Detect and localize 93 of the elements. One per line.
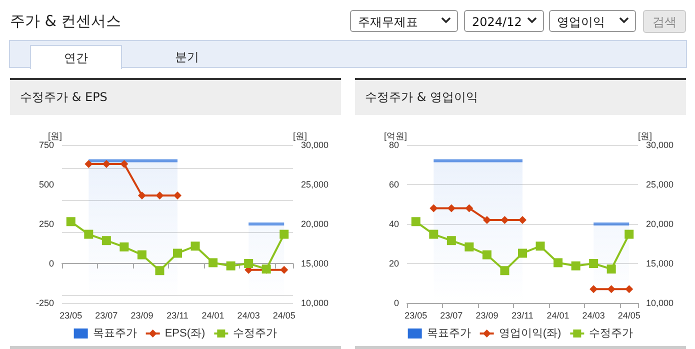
point bbox=[482, 250, 492, 260]
point bbox=[155, 266, 164, 276]
point bbox=[120, 242, 129, 252]
y-tick-label: 40 bbox=[388, 219, 399, 229]
x-tick-label: 24/05 bbox=[272, 310, 296, 320]
point bbox=[173, 248, 182, 258]
legend-label: EPS(좌) bbox=[164, 328, 206, 340]
point bbox=[606, 264, 616, 274]
y-axis-title: [억원] bbox=[384, 131, 407, 142]
x-tick-label: 23/05 bbox=[404, 310, 428, 320]
point bbox=[518, 248, 527, 258]
text: 영업이익 bbox=[549, 10, 636, 32]
x-tick-label: 24/03 bbox=[582, 310, 605, 320]
point bbox=[482, 216, 491, 224]
point bbox=[589, 259, 598, 268]
point bbox=[280, 266, 288, 274]
legend-label: 목표주가 bbox=[426, 328, 471, 340]
legend-label: 목표주가 bbox=[92, 328, 137, 340]
x-tick-label: 24/05 bbox=[618, 310, 640, 320]
point bbox=[571, 261, 580, 270]
point bbox=[536, 242, 545, 251]
point bbox=[464, 242, 474, 252]
point bbox=[625, 285, 634, 294]
point bbox=[500, 216, 509, 224]
y2-tick-label: 10,000 bbox=[301, 298, 329, 308]
point bbox=[607, 285, 616, 294]
y-tick-label: 60 bbox=[388, 180, 399, 190]
y2-tick-label: 30,000 bbox=[301, 140, 329, 150]
point bbox=[138, 192, 146, 200]
chart-title: 수정주가 & 영업이익 bbox=[355, 80, 686, 115]
x-tick-label: 23/09 bbox=[476, 310, 498, 320]
y-tick-label: 20 bbox=[388, 258, 399, 268]
text: 2024/12 bbox=[464, 10, 544, 32]
y-tick-label: 250 bbox=[38, 219, 54, 229]
point bbox=[190, 242, 200, 251]
y2-tick-label: 20,000 bbox=[646, 219, 674, 229]
y-tick-label: 80 bbox=[388, 140, 399, 150]
point bbox=[208, 258, 218, 268]
point bbox=[430, 204, 438, 212]
x-tick-label: 23/07 bbox=[95, 310, 118, 320]
point bbox=[66, 217, 76, 226]
legend-label: 영업이익(좌) bbox=[498, 328, 562, 340]
y2-tick-label: 25,000 bbox=[646, 180, 674, 190]
x-tick-label: 23/09 bbox=[130, 310, 154, 320]
y2-axis-title: [원] bbox=[293, 131, 308, 142]
point bbox=[590, 285, 598, 294]
point bbox=[447, 204, 456, 212]
point bbox=[446, 236, 456, 246]
text: 주재무제표 bbox=[350, 10, 458, 32]
y2-tick-label: 15,000 bbox=[301, 258, 329, 268]
point bbox=[226, 261, 236, 270]
text: 주가 & 컨센서스 bbox=[10, 12, 122, 31]
y2-tick-label: 15,000 bbox=[646, 258, 674, 268]
x-tick-label: 24/01 bbox=[546, 310, 570, 320]
y-axis-title: [원] bbox=[48, 131, 62, 142]
legend-label: 수정주가 bbox=[589, 328, 634, 340]
y-tick-label: 750 bbox=[38, 140, 54, 150]
point bbox=[102, 236, 111, 246]
y-tick-label: 0 bbox=[48, 258, 54, 268]
point bbox=[280, 230, 289, 239]
text: 분기 bbox=[174, 49, 200, 66]
x-tick-label: 24/03 bbox=[237, 310, 260, 320]
point bbox=[554, 258, 563, 268]
point bbox=[518, 216, 526, 224]
y-tick-label: 500 bbox=[38, 180, 54, 190]
point bbox=[244, 259, 254, 268]
x-tick-label: 24/01 bbox=[202, 310, 224, 320]
legend-label: 수정주가 bbox=[233, 328, 278, 340]
point bbox=[174, 192, 182, 200]
y2-tick-label: 10,000 bbox=[646, 298, 674, 308]
point bbox=[84, 230, 94, 239]
point bbox=[429, 230, 438, 239]
y-tick-label: -250 bbox=[36, 298, 54, 308]
point bbox=[500, 266, 510, 276]
x-tick-label: 23/11 bbox=[166, 310, 188, 320]
text: 검색 bbox=[643, 10, 686, 33]
y2-tick-label: 25,000 bbox=[301, 180, 329, 190]
point bbox=[624, 230, 634, 239]
y2-tick-label: 20,000 bbox=[301, 219, 329, 229]
point bbox=[120, 160, 128, 168]
text: 연간 bbox=[30, 45, 122, 69]
chart-title: 수정주가 & EPS bbox=[10, 80, 341, 115]
point bbox=[411, 217, 420, 226]
x-tick-label: 23/05 bbox=[60, 310, 82, 320]
y2-tick-label: 30,000 bbox=[646, 140, 674, 150]
y2-axis-title: [원] bbox=[638, 131, 652, 142]
point bbox=[137, 250, 146, 260]
x-tick-label: 23/11 bbox=[512, 310, 534, 320]
point bbox=[465, 204, 474, 212]
point bbox=[84, 160, 93, 168]
point bbox=[156, 192, 164, 200]
x-tick-label: 23/07 bbox=[440, 310, 463, 320]
y-tick-label: 0 bbox=[394, 298, 399, 308]
